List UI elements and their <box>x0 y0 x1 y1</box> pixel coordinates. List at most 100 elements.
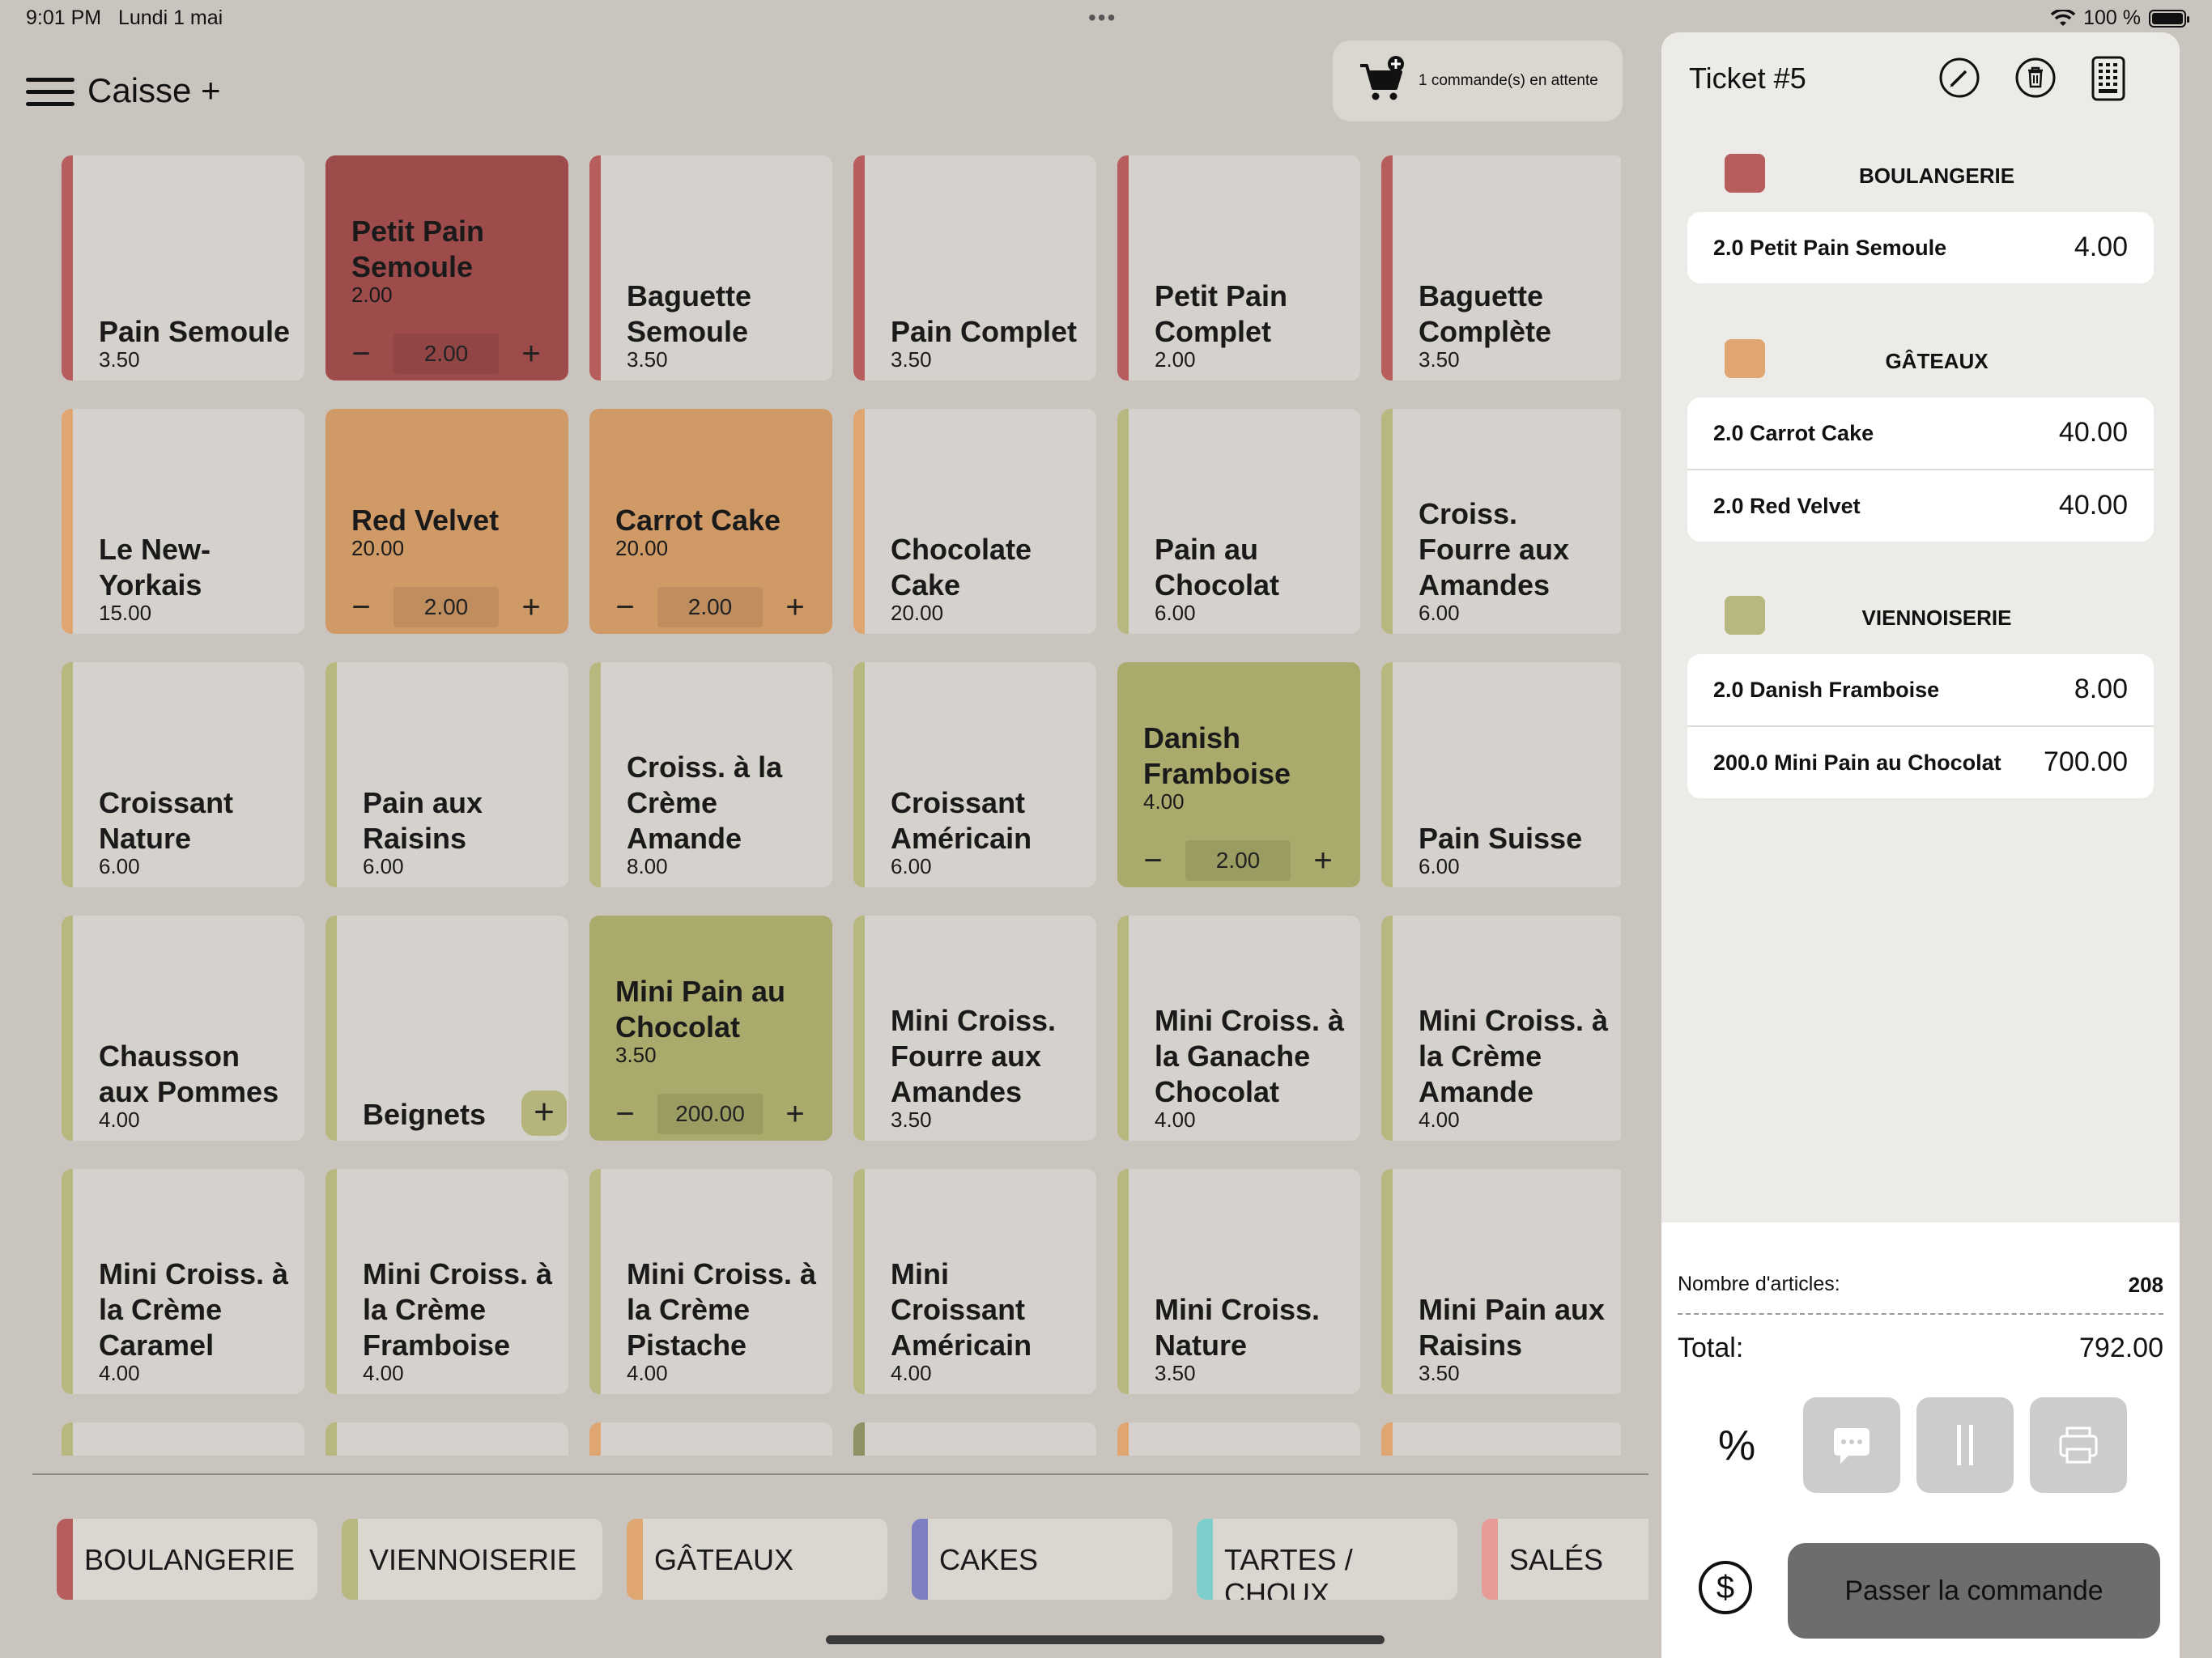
product-name: Pain Semoule <box>99 315 291 348</box>
multitasking-dots[interactable]: ••• <box>1088 5 1117 30</box>
product-tile[interactable] <box>1117 1422 1360 1456</box>
edit-icon[interactable] <box>1938 57 1980 99</box>
product-tile[interactable]: Croiss. Fourre aux Amandes 6.00 <box>1381 409 1621 634</box>
product-tile[interactable]: Mini Croiss. à la Ganache Chocolat 4.00 <box>1117 916 1360 1141</box>
product-tile[interactable]: Pain au Chocolat 6.00 <box>1117 409 1360 634</box>
line-amount: 8.00 <box>2074 674 2128 704</box>
decrement-button[interactable]: − <box>615 1095 635 1132</box>
increment-button[interactable]: + <box>521 335 541 372</box>
product-tile[interactable]: Mini Croiss. à la Crème Amande 4.00 <box>1381 916 1621 1141</box>
product-tile[interactable]: Chausson aux Pommes 4.00 <box>62 916 304 1141</box>
product-price: 3.50 <box>1155 1361 1196 1385</box>
pending-orders-button[interactable]: 1 commande(s) en attente <box>1333 40 1623 121</box>
category-tab-tartes[interactable]: TARTES / CHOUX <box>1197 1519 1457 1600</box>
product-tile[interactable]: Croissant Américain 6.00 <box>853 662 1096 887</box>
product-price: 6.00 <box>1419 601 1460 625</box>
product-tile[interactable]: Mini Croiss. Fourre aux Amandes 3.50 <box>853 916 1096 1141</box>
product-tile[interactable]: Pain Complet 3.50 <box>853 155 1096 380</box>
quantity-stepper[interactable]: −2.00 + <box>345 334 547 374</box>
increment-button[interactable]: + <box>1313 842 1333 878</box>
product-tile[interactable]: Red Velvet 20.00 −2.00 + <box>325 409 568 634</box>
comment-button[interactable] <box>1803 1397 1900 1493</box>
place-order-button[interactable]: Passer la commande <box>1788 1543 2160 1639</box>
hamburger-menu-icon[interactable] <box>26 78 74 110</box>
category-color-stripe <box>589 1422 601 1456</box>
ticket-line[interactable]: 200.0 Mini Pain au Chocolat 700.00 <box>1687 725 2154 798</box>
category-tab-sales[interactable]: SALÉS <box>1482 1519 1648 1600</box>
payment-dollar-button[interactable]: $ <box>1699 1561 1752 1614</box>
product-tile[interactable]: Le New-Yorkais 15.00 <box>62 409 304 634</box>
add-button[interactable]: + <box>521 1090 567 1136</box>
decrement-button[interactable]: − <box>351 589 371 625</box>
home-indicator[interactable] <box>826 1635 1385 1644</box>
product-tile[interactable]: Mini Croiss. à la Crème Caramel 4.00 <box>62 1169 304 1394</box>
product-tile[interactable]: Mini Croiss. à la Crème Framboise 4.00 <box>325 1169 568 1394</box>
decrement-button[interactable]: − <box>615 589 635 625</box>
product-tile[interactable]: Mini Croiss. Nature 3.50 <box>1117 1169 1360 1394</box>
category-tab-gateaux[interactable]: GÂTEAUX <box>627 1519 887 1600</box>
print-button[interactable] <box>2030 1397 2127 1493</box>
decrement-button[interactable]: − <box>1143 842 1163 878</box>
quantity-value[interactable]: 2.00 <box>393 587 499 627</box>
quantity-stepper[interactable]: −2.00 + <box>345 587 547 627</box>
product-tile[interactable]: Petit Pain Semoule 2.00−2.00 + <box>325 155 568 380</box>
ticket-line[interactable]: 2.0 Petit Pain Semoule 4.00 <box>1687 212 2154 283</box>
product-tile[interactable]: Petit Pain Complet 2.00 <box>1117 155 1360 380</box>
category-color-stripe <box>589 155 601 380</box>
category-color-stripe <box>62 155 73 380</box>
discount-percent-button[interactable]: % <box>1718 1422 1756 1469</box>
line-description: 200.0 Mini Pain au Chocolat <box>1713 750 2001 775</box>
trash-icon[interactable] <box>2014 57 2057 99</box>
quantity-stepper[interactable]: −2.00 + <box>1137 840 1339 881</box>
increment-button[interactable]: + <box>521 589 541 625</box>
category-tab-boulangerie[interactable]: BOULANGERIE <box>57 1519 317 1600</box>
product-tile[interactable]: Danish Framboise 4.00 −2.00 + <box>1117 662 1360 887</box>
product-tile[interactable]: Chocolate Cake 20.00 <box>853 409 1096 634</box>
category-tab-viennoiserie[interactable]: VIENNOISERIE <box>342 1519 602 1600</box>
increment-button[interactable]: + <box>785 1095 805 1132</box>
calculator-icon[interactable] <box>2091 55 2126 102</box>
product-name: Mini Croiss. à la Crème Pistache <box>627 1257 817 1362</box>
ticket-line[interactable]: 2.0 Danish Framboise 8.00 <box>1687 654 2154 725</box>
product-tile[interactable]: Pain Semoule 3.50 <box>62 155 304 380</box>
quantity-value[interactable]: 200.00 <box>657 1094 763 1134</box>
product-tile[interactable]: Croiss. à la Crème Amande 8.00 <box>589 662 832 887</box>
product-tile[interactable]: Beignets + <box>325 916 568 1141</box>
ticket-line[interactable]: 2.0 Red Velvet 40.00 <box>1687 469 2154 542</box>
product-name: Mini Pain au Chocolat <box>615 975 786 1044</box>
increment-button[interactable]: + <box>785 589 805 625</box>
product-tile[interactable] <box>589 1422 832 1456</box>
product-tile[interactable]: Baguette Semoule 3.50 <box>589 155 832 380</box>
decrement-button[interactable]: − <box>351 335 371 372</box>
pause-button[interactable] <box>1916 1397 2014 1493</box>
product-name: Mini Croiss. Fourre aux Amandes <box>891 1004 1057 1108</box>
category-color-stripe <box>1381 1169 1393 1394</box>
category-label: SALÉS <box>1509 1543 1604 1576</box>
quantity-value[interactable]: 2.00 <box>393 334 499 374</box>
product-tile[interactable]: Croissant Nature 6.00 <box>62 662 304 887</box>
product-tile[interactable]: Mini Pain aux Raisins 3.50 <box>1381 1169 1621 1394</box>
product-tile[interactable]: Mini Croiss. à la Crème Pistache 4.00 <box>589 1169 832 1394</box>
product-name: Le New-Yorkais <box>99 533 211 602</box>
ticket-panel: Ticket #5 BOULANGERIE 2.0 Petit Pain Sem… <box>1661 32 2180 1658</box>
category-tab-cakes[interactable]: CAKES <box>912 1519 1172 1600</box>
product-tile[interactable]: Pain aux Raisins 6.00 <box>325 662 568 887</box>
ticket-line[interactable]: 2.0 Carrot Cake 40.00 <box>1687 397 2154 469</box>
product-tile[interactable]: Baguette Complète 3.50 <box>1381 155 1621 380</box>
category-color-stripe <box>325 1422 337 1456</box>
product-tile[interactable] <box>1381 1422 1621 1456</box>
quantity-stepper[interactable]: −2.00 + <box>609 587 811 627</box>
product-price: 3.50 <box>891 1107 932 1132</box>
product-tile[interactable]: Mini Pain au Chocolat 3.50 −200.00 + <box>589 916 832 1141</box>
category-color-stripe <box>1381 155 1393 380</box>
product-tile[interactable]: Mini Croissant Américain 4.00 <box>853 1169 1096 1394</box>
product-tile[interactable] <box>325 1422 568 1456</box>
quantity-stepper[interactable]: −200.00 + <box>609 1094 811 1134</box>
product-tile[interactable]: Carrot Cake 20.00 −2.00 + <box>589 409 832 634</box>
quantity-value[interactable]: 2.00 <box>657 587 763 627</box>
product-tile[interactable] <box>62 1422 304 1456</box>
product-tile[interactable] <box>853 1422 1096 1456</box>
quantity-value[interactable]: 2.00 <box>1185 840 1291 881</box>
product-price: 4.00 <box>1143 789 1185 814</box>
product-tile[interactable]: Pain Suisse 6.00 <box>1381 662 1621 887</box>
